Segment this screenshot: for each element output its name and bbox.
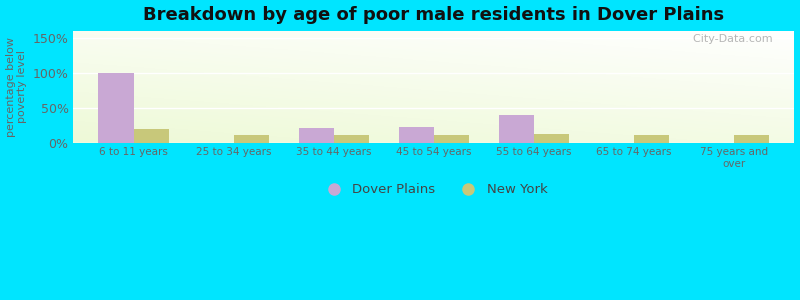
Bar [499,115,534,143]
Title: Breakdown by age of poor male residents in Dover Plains: Breakdown by age of poor male residents … [143,6,725,24]
Text: City-Data.com: City-Data.com [686,34,773,44]
Bar [634,135,670,143]
Bar [399,127,434,143]
Bar [134,129,169,143]
Bar [534,134,569,143]
Legend: Dover Plains, New York: Dover Plains, New York [315,178,553,202]
Bar [98,73,134,143]
Bar [234,135,269,143]
Bar [434,135,469,143]
Y-axis label: percentage below
poverty level: percentage below poverty level [6,37,27,137]
Bar [334,135,369,143]
Bar [298,128,334,143]
Bar [734,135,770,143]
